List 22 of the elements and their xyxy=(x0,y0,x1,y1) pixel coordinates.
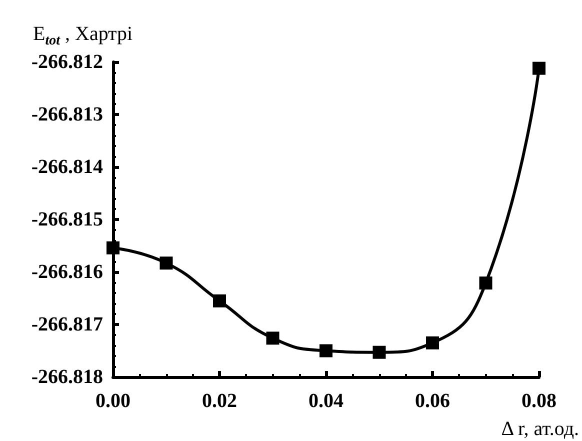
point xyxy=(372,346,386,359)
point xyxy=(320,344,332,358)
point xyxy=(106,241,120,254)
x-tick-label: 0.00 xyxy=(96,390,130,412)
y-tick-label: -266.817 xyxy=(31,314,103,336)
point xyxy=(160,256,173,270)
x-axis-title: Δ r, ат.од. xyxy=(501,418,579,440)
y-tick-label: -266.812 xyxy=(31,51,103,73)
x-tick-label: 0.04 xyxy=(308,390,344,412)
point xyxy=(426,336,439,350)
y-tick-label: -266.818 xyxy=(31,366,103,388)
y-tick-label: -266.813 xyxy=(31,104,103,126)
y-tick-label: -266.814 xyxy=(31,156,103,178)
x-tick-label: 0.06 xyxy=(415,390,450,412)
point xyxy=(479,276,492,290)
x-tick-label: 0.02 xyxy=(202,390,237,412)
y-tick-label: -266.815 xyxy=(31,208,103,230)
x-tick-label: 0.08 xyxy=(522,390,556,412)
point xyxy=(213,294,226,308)
point xyxy=(266,332,280,345)
point xyxy=(532,62,546,75)
y-tick-label: -266.816 xyxy=(31,261,103,283)
